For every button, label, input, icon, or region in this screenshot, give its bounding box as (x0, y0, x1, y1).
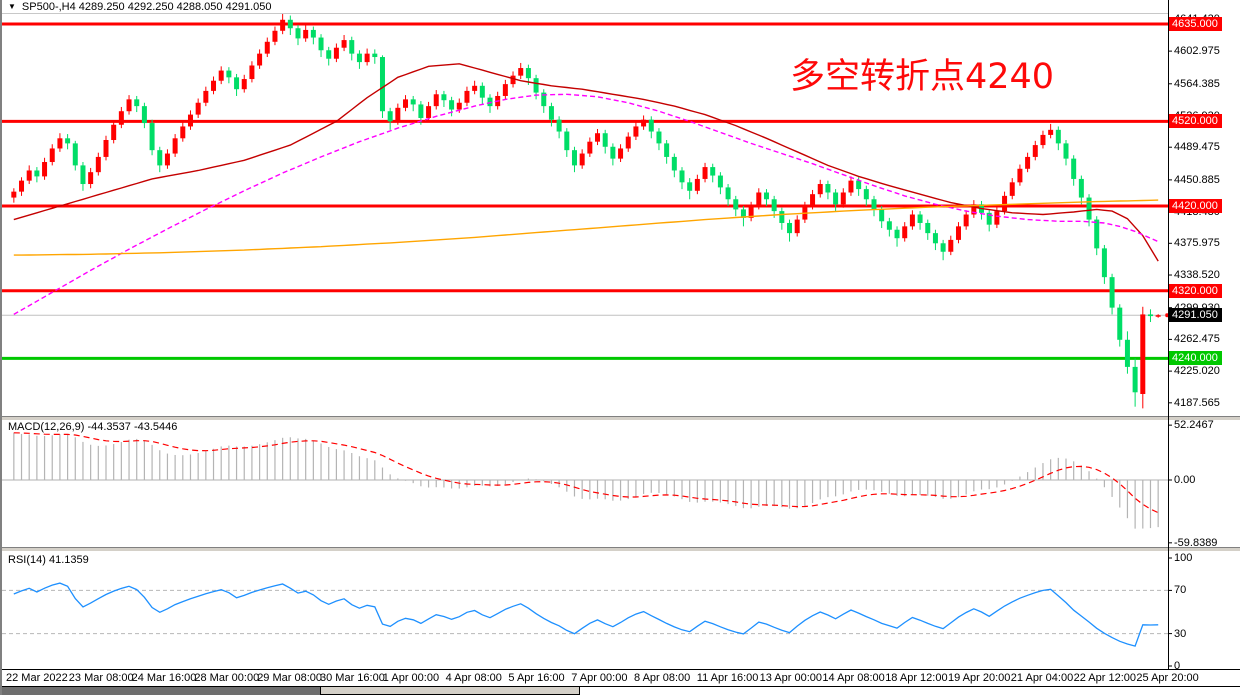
level-price-chip: 4420.000 (1169, 199, 1222, 214)
rsi-axis-tick: 100 (1174, 552, 1193, 564)
frame-lines (5, 0, 1172, 672)
time-axis-tick: 28 Mar 00:00 (194, 672, 260, 684)
price-axis-tick: 4375.975 (1174, 237, 1220, 250)
time-axis-tick: 5 Apr 16:00 (508, 672, 565, 684)
macd-signal-line (13, 432, 1159, 514)
time-axis-tick: 13 Apr 00:00 (759, 672, 822, 684)
time-axis-tick: 1 Apr 00:00 (382, 672, 440, 684)
price-axis-tick: 4225.020 (1174, 365, 1220, 378)
rsi-axis-tick: 70 (1174, 584, 1187, 597)
rsi-axis-tick: 30 (1174, 627, 1187, 640)
time-axis-tick: 7 Apr 00:00 (571, 672, 628, 684)
rsi-line (13, 582, 1159, 647)
macd-indicator-label: MACD(12,26,9) -44.3537 -43.5446 (8, 421, 178, 433)
time-axis-tick: 19 Apr 20:00 (948, 672, 1011, 684)
rsi-axis-tick: 0 (1174, 660, 1181, 672)
chart-dropdown-icon[interactable]: ▼ (8, 1, 16, 11)
ma-slow-orange (13, 199, 1159, 256)
macd-axis-tick: 52.2467 (1174, 419, 1214, 432)
macd-axis-tick: -59.8389 (1174, 536, 1218, 549)
time-axis-tick: 24 Mar 16:00 (131, 672, 197, 684)
scrollbar-thumb[interactable] (320, 686, 580, 695)
price-axis-tick: 4262.475 (1174, 333, 1220, 346)
current-price-chip: 4291.050 (1169, 308, 1222, 323)
time-axis-tick: 8 Apr 08:00 (634, 672, 691, 684)
macd-axis-tick: 0.00 (1174, 474, 1196, 486)
panel-separators (2, 416, 1240, 552)
time-axis-tick: 30 Mar 16:00 (320, 672, 385, 684)
time-axis-tick: 22 Mar 2022 (6, 672, 68, 684)
level-price-chip: 4240.000 (1169, 351, 1222, 366)
price-axis-tick: 4338.520 (1174, 269, 1220, 282)
level-price-chip: 4520.000 (1169, 114, 1222, 129)
time-axis-tick: 25 Apr 20:00 (1136, 672, 1199, 684)
time-axis-tick: 21 Apr 04:00 (1010, 672, 1074, 684)
price-axis-tick: 4602.975 (1174, 45, 1220, 58)
rsi-indicator-label: RSI(14) 41.1359 (8, 554, 89, 566)
time-axis-tick: 14 Apr 08:00 (822, 672, 885, 684)
ma-mid-magenta (13, 93, 1159, 316)
time-axis[interactable] (2, 669, 1240, 687)
macd-histogram (13, 432, 1159, 529)
scrollbar-used-region[interactable] (2, 687, 320, 695)
price-axis-tick: 4564.385 (1174, 77, 1220, 90)
chart-title-text: SP500-,H4 4289.250 4292.250 4288.050 429… (21, 0, 272, 13)
level-price-chip: 4635.000 (1169, 17, 1222, 31)
time-axis-tick: 23 Mar 08:00 (68, 672, 134, 684)
time-axis-tick: 29 Mar 08:00 (257, 672, 323, 684)
chart-title-bar[interactable]: ▼ SP500-,H4 4289.250 4292.250 4288.050 4… (2, 0, 1168, 14)
time-axis-tick: 4 Apr 08:00 (445, 672, 502, 684)
time-axis-tick: 18 Apr 12:00 (885, 672, 948, 684)
chart-annotation-text: 多空转折点4240 (790, 57, 1055, 97)
horizontal-scrollbar-track[interactable] (2, 686, 1240, 695)
level-price-chip: 4320.000 (1169, 283, 1222, 298)
horizontal-level-lines (2, 22, 1168, 360)
price-axis-tick: 4450.885 (1174, 173, 1220, 186)
price-axis-tick: 4187.565 (1174, 396, 1220, 409)
time-axis-tick: 22 Apr 12:00 (1073, 672, 1136, 684)
time-axis-tick: 11 Apr 16:00 (696, 672, 759, 684)
price-axis-tick: 4489.475 (1174, 141, 1220, 154)
candlestick-series (11, 13, 1161, 409)
